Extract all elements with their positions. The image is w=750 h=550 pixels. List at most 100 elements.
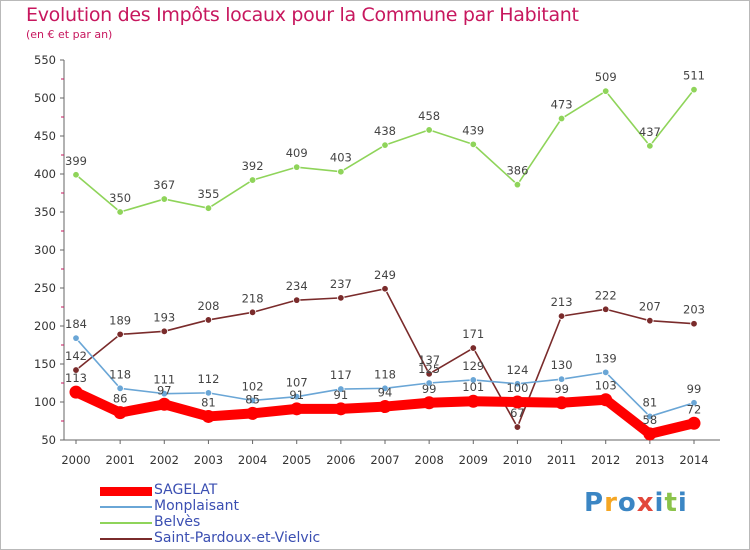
data-point-Belvès-2007: [381, 141, 389, 149]
data-label-Monplaisant-2005: 107: [286, 376, 308, 390]
data-point-SAGELAT-2005: [290, 402, 304, 416]
data-point-Monplaisant-2012: [602, 368, 610, 377]
x-tick-label-2005: 2005: [282, 453, 311, 467]
data-label-Belvès-2000: 399: [65, 154, 87, 168]
data-point-Belvès-2004: [248, 176, 257, 184]
data-point-SAGELAT-2004: [246, 406, 260, 420]
data-point-SAGELAT-2002: [157, 397, 171, 411]
legend-swatch: [100, 506, 152, 508]
data-label-SAGELAT-2008: 99: [422, 382, 437, 396]
data-point-Belvès-2009: [469, 140, 477, 149]
legend-item-SAGELAT: SAGELAT: [100, 482, 400, 499]
data-label-Belvès-2002: 367: [153, 178, 175, 192]
data-label-Saint-Pardoux-et-Vielvic-2000: 142: [65, 349, 87, 363]
data-label-Saint-Pardoux-et-Vielvic-2014: 203: [683, 303, 705, 317]
data-label-Belvès-2006: 403: [330, 151, 352, 165]
data-point-Saint-Pardoux-et-Vielvic-2003: [204, 316, 213, 324]
data-label-Belvès-2005: 409: [286, 146, 308, 160]
data-point-Saint-Pardoux-et-Vielvic-2004: [248, 308, 257, 317]
data-label-Belvès-2010: 386: [506, 164, 528, 178]
data-point-Belvès-2000: [72, 171, 80, 179]
data-label-Belvès-2014: 511: [683, 69, 705, 83]
y-tick-label-300: 300: [34, 243, 56, 257]
legend-swatch: [100, 486, 152, 496]
data-label-SAGELAT-2012: 103: [595, 379, 617, 393]
data-point-Monplaisant-2014: [690, 399, 698, 407]
y-tick-label-450: 450: [34, 129, 56, 143]
data-label-SAGELAT-2006: 91: [334, 388, 349, 402]
series-line-Belvès: [75, 88, 695, 213]
y-tick-label-200: 200: [34, 319, 56, 333]
legend-item-Monplaisant: Monplaisant: [100, 498, 400, 515]
x-tick-label-2007: 2007: [370, 453, 399, 467]
data-point-SAGELAT-2008: [422, 396, 436, 410]
data-point-Belvès-2005: [293, 163, 301, 171]
x-tick-label-2012: 2012: [591, 453, 620, 467]
data-label-Saint-Pardoux-et-Vielvic-2006: 237: [330, 277, 352, 291]
x-tick-label-2006: 2006: [326, 453, 355, 467]
data-point-SAGELAT-2003: [201, 409, 215, 423]
data-label-SAGELAT-2004: 85: [245, 392, 260, 406]
y-tick-label-550: 550: [34, 53, 56, 67]
data-point-Monplaisant-2003: [204, 389, 213, 397]
y-tick-label-250: 250: [34, 281, 56, 295]
data-point-SAGELAT-2011: [555, 396, 569, 410]
data-label-Monplaisant-2013: 81: [643, 395, 658, 409]
data-label-Monplaisant-2008: 125: [418, 362, 440, 376]
data-label-Monplaisant-2012: 139: [595, 351, 617, 365]
data-point-SAGELAT-2000: [69, 385, 83, 399]
data-label-Belvès-2011: 473: [551, 98, 573, 112]
data-label-Belvès-2004: 392: [242, 159, 264, 173]
data-point-Saint-Pardoux-et-Vielvic-2000: [72, 366, 80, 374]
data-label-Saint-Pardoux-et-Vielvic-2010: 67: [510, 406, 525, 420]
data-label-Belvès-2003: 355: [197, 187, 219, 201]
data-point-Belvès-2012: [602, 87, 610, 95]
data-label-Monplaisant-2004: 102: [242, 379, 264, 393]
data-label-Saint-Pardoux-et-Vielvic-2008: 137: [418, 353, 440, 367]
data-point-Belvès-2001: [116, 208, 124, 216]
data-label-Monplaisant-2000: 184: [65, 317, 87, 331]
data-label-SAGELAT-2011: 99: [554, 382, 569, 396]
x-tick-label-2003: 2003: [194, 453, 223, 467]
data-point-Belvès-2013: [646, 142, 654, 150]
data-point-SAGELAT-2013: [643, 427, 657, 441]
data-point-SAGELAT-2014: [687, 416, 701, 430]
data-point-Saint-Pardoux-et-Vielvic-2006: [337, 294, 345, 302]
data-point-SAGELAT-2012: [599, 393, 613, 407]
x-tick-label-2001: 2001: [106, 453, 135, 467]
data-label-Saint-Pardoux-et-Vielvic-2005: 234: [286, 279, 308, 293]
logo-letter: i: [654, 488, 665, 518]
legend-item-Saint-Pardoux-et-Vielvic: Saint-Pardoux-et-Vielvic: [100, 530, 400, 547]
data-point-SAGELAT-2009: [466, 394, 480, 408]
data-label-Monplaisant-2002: 111: [153, 373, 175, 387]
data-point-Belvès-2010: [513, 180, 522, 189]
legend-label: Monplaisant: [154, 498, 239, 514]
data-point-Saint-Pardoux-et-Vielvic-2014: [690, 320, 698, 328]
legend-label: Saint-Pardoux-et-Vielvic: [154, 530, 321, 546]
legend-swatch: [100, 522, 152, 524]
logo-letter: i: [677, 488, 688, 518]
data-point-Monplaisant-2001: [116, 384, 124, 393]
data-point-Saint-Pardoux-et-Vielvic-2012: [602, 305, 610, 313]
x-tick-label-2011: 2011: [547, 453, 576, 467]
x-tick-label-2010: 2010: [503, 453, 532, 467]
proxiti-logo: Proxiti: [584, 488, 688, 518]
x-tick-label-2014: 2014: [679, 453, 708, 467]
data-point-SAGELAT-2010: [510, 395, 524, 409]
chart-title: Evolution des Impôts locaux pour la Comm…: [26, 4, 579, 26]
data-point-Belvès-2003: [204, 204, 213, 212]
data-point-Saint-Pardoux-et-Vielvic-2002: [160, 327, 168, 336]
data-point-Saint-Pardoux-et-Vielvic-2010: [513, 423, 522, 431]
chart-subtitle: (en € et par an): [26, 28, 113, 41]
data-label-Belvès-2008: 458: [418, 109, 440, 123]
data-label-SAGELAT-2001: 86: [113, 392, 128, 406]
data-point-Monplaisant-2010: [513, 380, 522, 388]
data-label-SAGELAT-2005: 91: [289, 388, 304, 402]
data-point-Belvès-2002: [160, 195, 168, 203]
data-label-Saint-Pardoux-et-Vielvic-2012: 222: [595, 288, 617, 302]
data-point-Belvès-2014: [690, 85, 698, 94]
data-point-Belvès-2011: [557, 114, 566, 123]
y-tick-label-150: 150: [34, 357, 56, 371]
data-point-Monplaisant-2006: [337, 385, 345, 393]
